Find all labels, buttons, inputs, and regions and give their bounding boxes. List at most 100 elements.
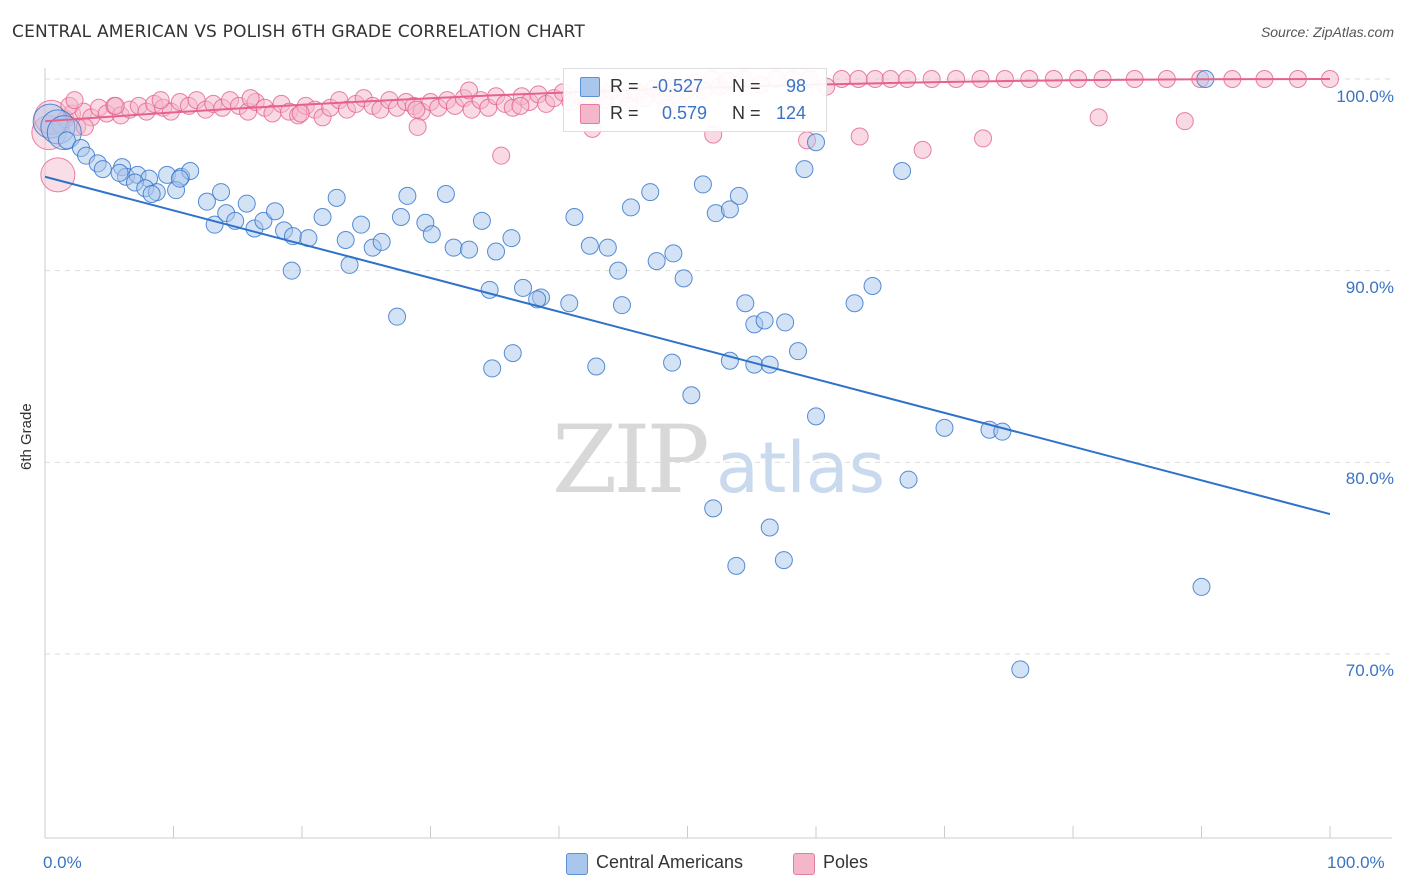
legend-item-label: Poles [823, 852, 869, 872]
central-american-point [514, 278, 533, 297]
central-american-point [663, 353, 682, 372]
central-american-point [282, 261, 301, 280]
poles-point [850, 127, 869, 146]
central-american-point [774, 551, 793, 570]
legend-swatch-pink [580, 104, 600, 124]
y-tick-label: 80.0% [1345, 469, 1394, 488]
y-axis-label: 6th Grade [18, 403, 35, 470]
central-american-point [587, 357, 606, 376]
poles-point [407, 100, 426, 119]
central-american-point [641, 183, 660, 202]
legend-swatch-blue [566, 853, 588, 875]
poles-point [40, 157, 76, 193]
chart-title: CENTRAL AMERICAN VS POLISH 6TH GRADE COR… [12, 22, 586, 42]
central-american-point [472, 211, 491, 230]
central-american-point [313, 208, 332, 226]
legend-r-label: R = [610, 103, 639, 123]
poles-point [881, 70, 900, 88]
central-american-point [682, 386, 701, 405]
central-american-point [487, 242, 506, 261]
central-american-point [372, 232, 391, 251]
central-american-point [935, 418, 954, 437]
poles-point [1069, 70, 1088, 88]
central-americans-trend-line [44, 175, 1331, 516]
poles-point [1175, 112, 1194, 131]
central-american-point [674, 269, 693, 288]
poles-point [971, 70, 990, 88]
central-american-point [807, 133, 825, 152]
central-american-point [736, 294, 755, 313]
poles-point [106, 96, 125, 115]
poles-point [291, 104, 310, 123]
central-american-point [612, 296, 631, 315]
central-american-point [528, 290, 547, 309]
central-american-point [580, 236, 599, 255]
series-legend: Central Americans Poles [0, 852, 1406, 878]
central-american-point [422, 225, 441, 244]
legend-r-value: 0.579 [662, 103, 708, 123]
central-american-point [776, 313, 795, 332]
watermark-atlas: atlas [716, 427, 885, 509]
central-american-point [444, 238, 463, 257]
legend-n-value: 124 [776, 103, 807, 123]
central-american-point [352, 215, 371, 234]
central-american-point [727, 556, 746, 575]
central-american-point [647, 252, 666, 271]
poles-point [408, 117, 427, 136]
poles-point [492, 146, 511, 165]
central-american-point [336, 231, 355, 249]
central-american-point [398, 186, 417, 205]
central-american-point [704, 499, 723, 518]
legend-n-label: N = [732, 76, 761, 96]
legend-n-value: 98 [786, 76, 807, 96]
y-tick-label: 90.0% [1345, 278, 1394, 297]
legend-swatch-pink [793, 853, 815, 875]
central-american-point [391, 208, 410, 226]
poles-point [1020, 70, 1039, 88]
poles-point [460, 81, 479, 100]
legend-r-value: -0.527 [652, 76, 704, 96]
central-american-point [664, 244, 683, 263]
watermark: ZIP atlas [552, 406, 885, 515]
source-label: Source: ZipAtlas.com [1260, 24, 1394, 40]
poles-point [849, 70, 868, 88]
poles-point [1044, 70, 1063, 88]
y-tick-label: 70.0% [1345, 661, 1394, 680]
poles-point [1089, 108, 1108, 127]
central-american-point [57, 131, 76, 150]
poles-point [866, 70, 885, 88]
central-american-point [863, 277, 882, 295]
poles-point [241, 89, 260, 108]
central-american-point [237, 194, 256, 213]
poles-point [151, 91, 170, 110]
poles-point [995, 70, 1014, 88]
x-tick-label: 0.0% [43, 853, 82, 872]
central-american-point [502, 229, 521, 248]
central-american-point [789, 342, 808, 361]
poles-point [947, 70, 966, 88]
central-american-point [693, 175, 712, 194]
central-american-point [795, 160, 814, 179]
central-american-point [899, 470, 918, 489]
poles-point [898, 70, 917, 88]
central-american-point [503, 344, 522, 363]
central-american-point [212, 183, 231, 202]
central-american-point [197, 192, 216, 211]
central-american-point [483, 359, 502, 378]
central-american-point [621, 198, 640, 217]
central-american-point [807, 407, 825, 426]
central-american-point [760, 518, 779, 537]
central-american-point [110, 163, 129, 182]
central-american-point [720, 200, 739, 219]
central-american-point [565, 208, 584, 226]
central-american-point [845, 294, 864, 313]
poles-point [913, 140, 932, 159]
central-american-point [142, 185, 161, 203]
gridlines [45, 78, 1392, 655]
central-american-point [460, 240, 479, 259]
legend-r-label: R = [610, 76, 639, 96]
poles-point [974, 129, 993, 148]
central-american-point [560, 294, 579, 313]
central-american-point [755, 311, 774, 330]
